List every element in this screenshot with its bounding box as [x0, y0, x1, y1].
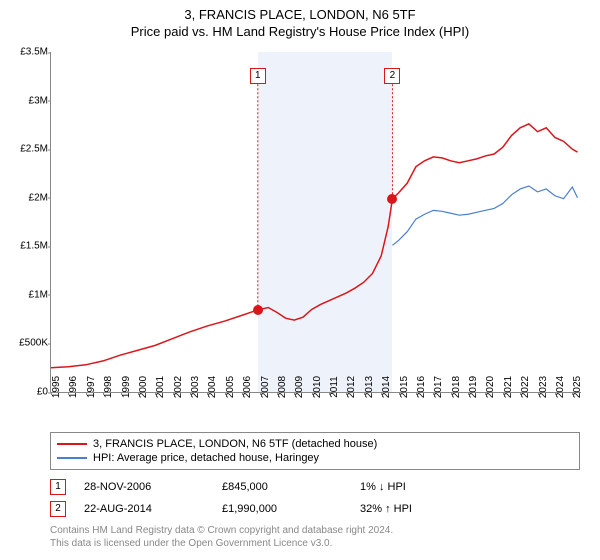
x-tick-label: 2005 — [225, 376, 236, 398]
x-tick-label: 2014 — [381, 376, 392, 398]
legend-label: 3, FRANCIS PLACE, LONDON, N6 5TF (detach… — [93, 438, 377, 450]
y-tick-label: £1M — [6, 289, 48, 300]
x-tick-label: 1999 — [121, 376, 132, 398]
y-tick-label: £3.5M — [6, 47, 48, 58]
x-tick-label: 2017 — [433, 376, 444, 398]
x-tick-label: 2003 — [190, 376, 201, 398]
sale-row-marker: 1 — [50, 479, 66, 495]
footer-line2: This data is licensed under the Open Gov… — [50, 537, 580, 550]
sale-row-marker: 2 — [50, 501, 66, 517]
chart-subtitle: Price paid vs. HM Land Registry's House … — [0, 24, 600, 43]
chart-title: 3, FRANCIS PLACE, LONDON, N6 5TF — [0, 0, 600, 24]
x-tick-label: 2000 — [138, 376, 149, 398]
sale-dot — [253, 305, 263, 315]
chart-container: 3, FRANCIS PLACE, LONDON, N6 5TF Price p… — [0, 0, 600, 560]
x-tick-label: 2019 — [468, 376, 479, 398]
x-tick-label: 2004 — [207, 376, 218, 398]
sale-row: 1 28-NOV-2006 £845,000 1% ↓ HPI — [50, 476, 580, 498]
series-property — [51, 124, 578, 368]
x-tick-label: 1998 — [103, 376, 114, 398]
x-tick-label: 2024 — [555, 376, 566, 398]
x-tick-label: 2021 — [503, 376, 514, 398]
legend-row: 3, FRANCIS PLACE, LONDON, N6 5TF (detach… — [57, 437, 573, 451]
y-tick-label: £0 — [6, 387, 48, 398]
sale-price: £845,000 — [222, 481, 342, 493]
plot-area: £0£500K£1M£1.5M£2M£2.5M£3M£3.5M199519961… — [50, 52, 581, 393]
y-tick-label: £500K — [6, 338, 48, 349]
legend-row: HPI: Average price, detached house, Hari… — [57, 451, 573, 465]
x-tick-label: 2010 — [312, 376, 323, 398]
x-tick-label: 2007 — [260, 376, 271, 398]
chart-svg — [51, 52, 581, 392]
x-tick-label: 2018 — [451, 376, 462, 398]
x-tick-label: 2008 — [277, 376, 288, 398]
x-tick-label: 2006 — [242, 376, 253, 398]
sale-marker-box: 2 — [384, 68, 400, 84]
legend-swatch — [57, 443, 87, 445]
sale-marker-box: 1 — [250, 68, 266, 84]
x-tick-label: 2015 — [399, 376, 410, 398]
x-tick-label: 1997 — [86, 376, 97, 398]
y-tick-label: £2.5M — [6, 144, 48, 155]
series-hpi — [392, 186, 577, 245]
legend-label: HPI: Average price, detached house, Hari… — [93, 452, 319, 464]
x-tick-label: 2016 — [416, 376, 427, 398]
x-tick-label: 2012 — [346, 376, 357, 398]
x-tick-label: 2011 — [329, 376, 340, 398]
sale-date: 22-AUG-2014 — [84, 503, 204, 515]
sale-pct: 32% ↑ HPI — [360, 503, 412, 515]
sale-dot — [387, 194, 397, 204]
x-tick-label: 2009 — [294, 376, 305, 398]
legend-swatch — [57, 457, 87, 459]
sales-table: 1 28-NOV-2006 £845,000 1% ↓ HPI 2 22-AUG-2014… — [50, 476, 580, 520]
legend: 3, FRANCIS PLACE, LONDON, N6 5TF (detach… — [50, 432, 580, 470]
sale-date: 28-NOV-2006 — [84, 481, 204, 493]
x-tick-label: 2022 — [520, 376, 531, 398]
x-tick-label: 1995 — [51, 376, 62, 398]
sale-row: 2 22-AUG-2014 £1,990,000 32% ↑ HPI — [50, 498, 580, 520]
footer-line1: Contains HM Land Registry data © Crown c… — [50, 524, 580, 537]
x-tick-label: 2025 — [572, 376, 583, 398]
y-tick-label: £3M — [6, 95, 48, 106]
sale-pct: 1% ↓ HPI — [360, 481, 406, 493]
x-tick-label: 2020 — [485, 376, 496, 398]
x-tick-label: 2013 — [364, 376, 375, 398]
sale-price: £1,990,000 — [222, 503, 342, 515]
x-tick-label: 1996 — [68, 376, 79, 398]
footer-attribution: Contains HM Land Registry data © Crown c… — [50, 524, 580, 550]
y-tick-label: £1.5M — [6, 241, 48, 252]
y-tick-label: £2M — [6, 192, 48, 203]
x-tick-label: 2023 — [538, 376, 549, 398]
x-tick-label: 2001 — [155, 376, 166, 398]
x-tick-label: 2002 — [173, 376, 184, 398]
